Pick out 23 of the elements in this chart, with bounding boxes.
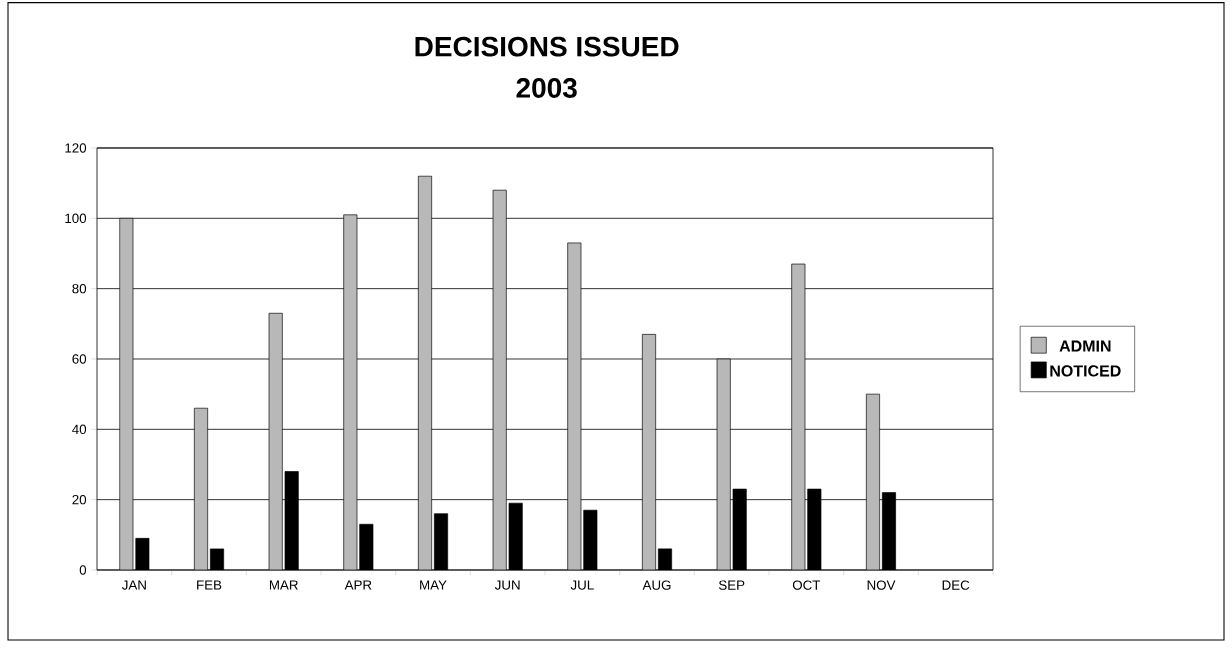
- y-tick-label: 80: [72, 283, 87, 294]
- x-tick-label: MAY: [420, 580, 447, 590]
- y-tick-label: 20: [72, 494, 87, 505]
- x-tick-label: FEB: [197, 580, 222, 590]
- x-tick-label: JAN: [121, 580, 146, 590]
- chart-title: DECISIONS ISSUED: [415, 36, 679, 57]
- x-tick-label: SEP: [718, 580, 745, 590]
- x-tick-label: DEC: [942, 580, 970, 590]
- y-tick-label: 100: [65, 213, 87, 224]
- x-tick-label: JUN: [494, 580, 520, 590]
- x-tick-label: AUG: [642, 580, 671, 590]
- y-tick-label: 0: [79, 565, 87, 575]
- x-tick-label: NOV: [867, 580, 896, 590]
- x-tick-label: APR: [344, 580, 372, 590]
- chart-subtitle: 2003: [516, 78, 577, 98]
- x-tick-label: MAR: [269, 580, 298, 590]
- legend-label: ADMIN: [1059, 340, 1111, 352]
- y-tick-label: 40: [72, 424, 87, 435]
- y-tick-label: 60: [72, 354, 87, 364]
- legend-label: NOTICED: [1050, 365, 1121, 377]
- y-tick-label: 120: [65, 143, 87, 153]
- x-tick-label: JUL: [570, 580, 594, 590]
- x-tick-label: OCT: [792, 580, 821, 590]
